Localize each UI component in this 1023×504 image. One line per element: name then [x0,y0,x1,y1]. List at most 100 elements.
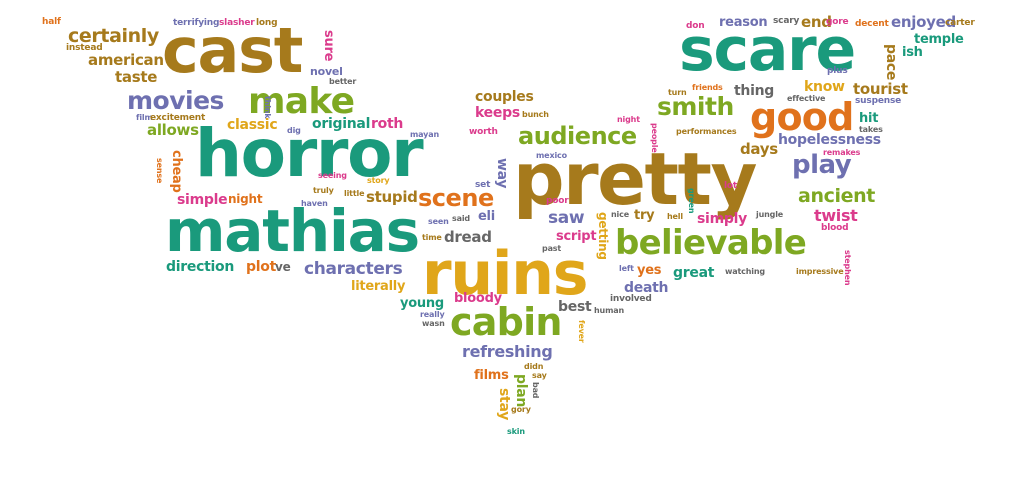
word: stay [496,388,512,421]
word: said [452,214,470,223]
word: bad [531,382,540,399]
word: keeps [475,105,520,121]
word: scene [418,184,494,212]
word: seen [428,217,449,226]
word: cast [162,14,303,87]
word: cabin [450,300,562,344]
word: really [420,310,445,319]
word: know [804,79,845,95]
word: sense [155,158,164,184]
word: hopelessness [778,132,881,148]
word: mathias [165,197,420,265]
word: roth [371,116,404,132]
word: american [88,51,164,69]
word: classic [227,117,278,133]
word: twist [814,206,858,225]
word: characters [304,259,403,279]
word: stupid [366,188,418,206]
word: bunch [522,110,549,119]
word: performances [676,127,737,136]
word: worth [469,127,498,137]
word: night [617,115,640,124]
word: good [750,95,854,139]
word: lot [724,181,738,191]
word: blood [821,223,849,233]
word: gory [511,405,531,414]
word: ve [275,260,291,274]
word: suspense [855,96,902,106]
word: taste [115,68,158,86]
word: jungle [756,210,784,219]
word: direction [166,259,235,275]
word: refreshing [462,342,553,361]
word: poor [546,196,569,206]
word: takes [859,125,883,134]
word: green [687,188,696,214]
word: young [400,296,444,311]
word: half [42,17,61,27]
word: excitement [150,113,206,123]
word: turn [668,88,687,97]
word: dread [444,228,492,246]
word: enjoyed [891,13,956,31]
word: past [542,244,562,253]
word: horror [195,115,424,192]
word: truly [313,186,334,195]
word: effective [787,94,826,103]
word: best [558,299,592,315]
word: films [474,368,509,383]
word: tourist [853,80,908,98]
word: original [312,116,371,132]
word: script [556,229,597,244]
word: allows [147,121,199,139]
word: dig [287,126,301,135]
word: getting [596,212,610,260]
word: seeing [318,171,347,180]
word: thing [734,83,775,99]
word: ish [902,45,923,60]
word: temple [914,32,964,47]
word: fever [577,320,586,343]
word: stephen [843,250,852,286]
word: reason [719,15,768,30]
word: hit [859,111,879,126]
word: days [740,140,778,158]
word: plus [827,66,848,76]
word: make [248,81,355,122]
word: little [344,189,365,198]
word: great [673,265,715,281]
word: yes [637,263,662,278]
word: mexico [536,151,567,160]
word: impressive [796,267,844,276]
word: hell [667,212,683,221]
word: night [228,192,263,206]
word: plan [513,374,529,408]
word: believable [615,223,807,263]
word: long [256,18,278,28]
word: instead [66,43,103,53]
word: bloody [454,291,502,306]
word: plot [246,259,277,275]
word: nice [611,210,629,219]
word: watching [725,267,765,276]
word: slasher [219,18,255,28]
word: wasn [422,319,445,328]
word: novel [310,65,343,78]
word: gore [826,17,849,27]
word: movies [127,86,224,115]
word: pace [883,44,899,81]
word: certainly [68,25,159,47]
word: haven [301,199,328,208]
word: scare [679,15,856,85]
word: involved [610,294,652,304]
word: play [792,150,852,180]
word: literally [351,279,406,294]
word: story [367,176,390,185]
word: simply [697,211,747,227]
word: pretty [513,137,757,221]
word: decent [855,19,889,29]
word: remakes [823,148,861,157]
word: eli [478,209,495,224]
word: ruins [422,239,589,309]
word: better [329,77,357,86]
